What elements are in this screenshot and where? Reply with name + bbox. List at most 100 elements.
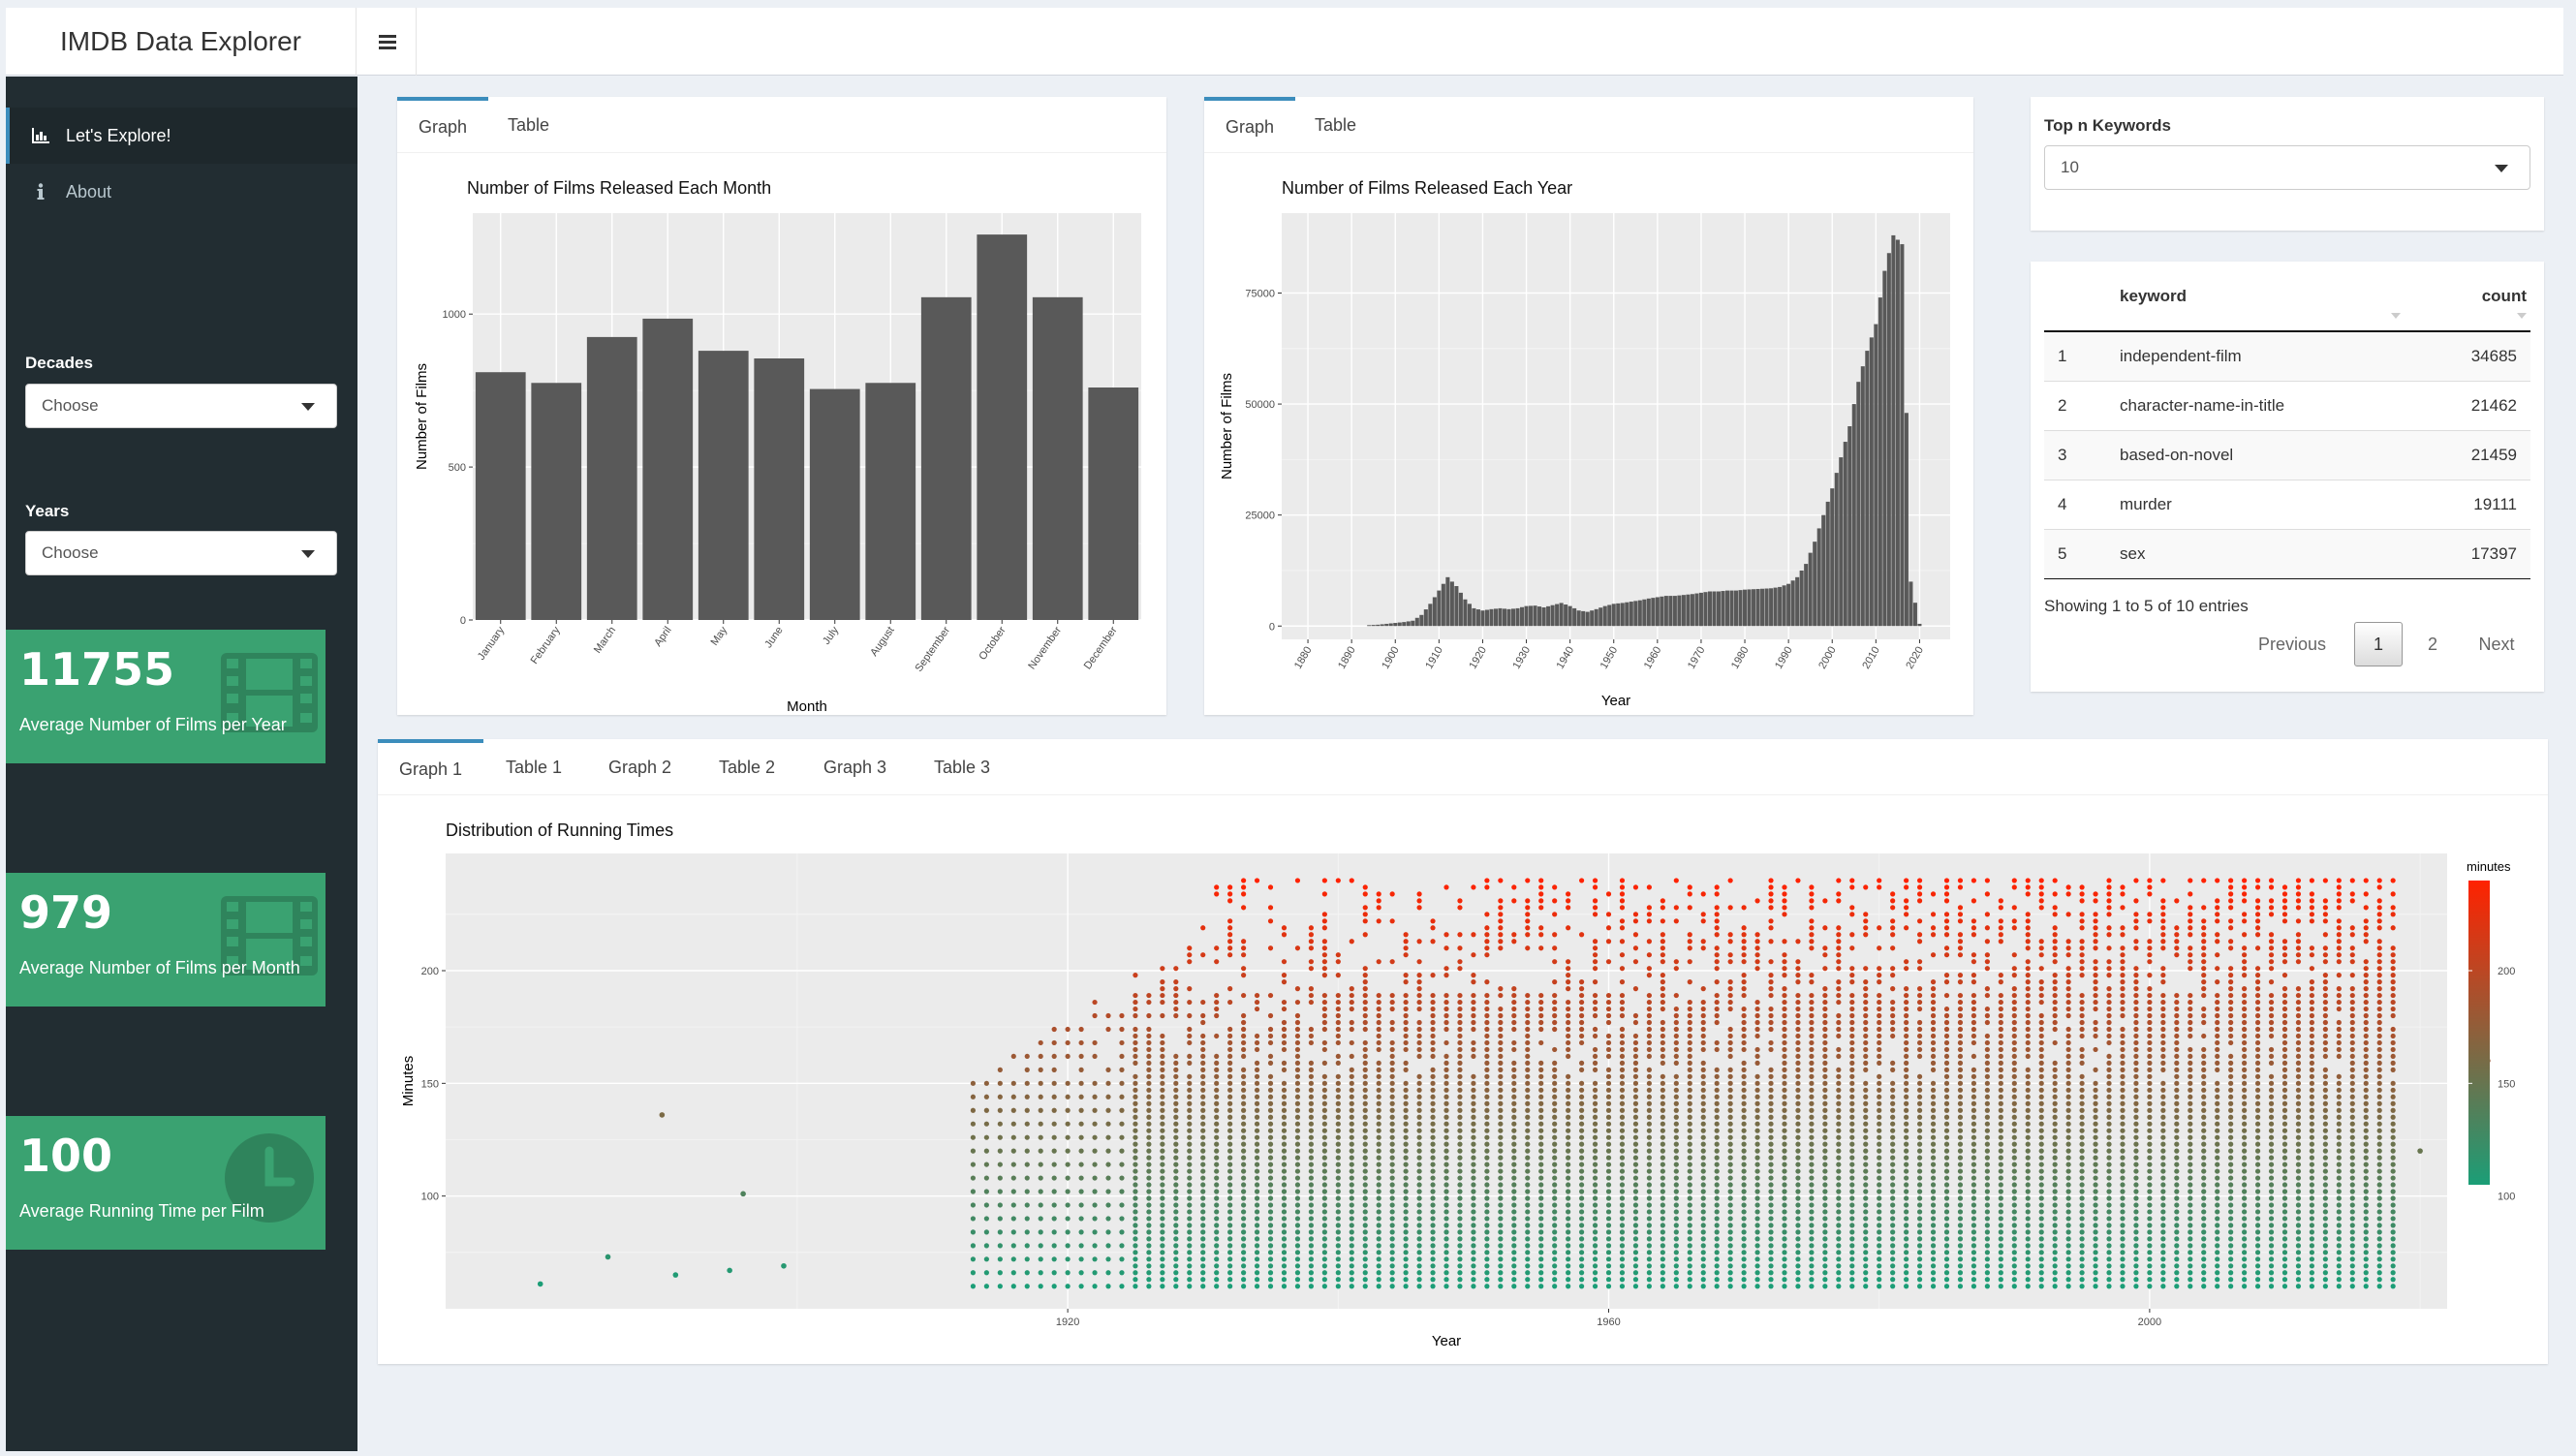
scatter-point: [1457, 932, 1463, 938]
sidebar-item-about[interactable]: About: [6, 164, 357, 220]
sidebar-item-lets-explore[interactable]: Let's Explore!: [6, 108, 357, 164]
table-row[interactable]: 4 murder 19111: [2044, 479, 2530, 529]
scatter-point: [2052, 1263, 2058, 1269]
table-row[interactable]: 3 based-on-novel 21459: [2044, 429, 2530, 480]
scatter-point: [1957, 1053, 1964, 1060]
table-row[interactable]: 1 independent-film 34685: [2044, 330, 2530, 381]
scatter-point: [1646, 1148, 1652, 1154]
scatter-point: [1187, 1114, 1193, 1120]
scatter-point: [2160, 1223, 2166, 1228]
scatter-point: [1836, 1128, 1842, 1133]
scatter-point: [1984, 1209, 1990, 1215]
scatter-point: [2254, 1216, 2261, 1222]
tab-table[interactable]: Table: [508, 114, 550, 135]
scatter-point: [1321, 1046, 1327, 1053]
tab-table-3[interactable]: Table 3: [934, 757, 991, 777]
scatter-point: [1754, 1223, 1760, 1228]
keyword-count-select[interactable]: 10: [2044, 145, 2530, 190]
scatter-point: [2160, 1121, 2166, 1127]
scatter-point: [1863, 1270, 1869, 1276]
scatter-point: [1795, 1155, 1801, 1161]
scatter-point: [1605, 992, 1612, 999]
scatter-point: [1904, 1284, 1909, 1289]
tab-graph[interactable]: Graph: [397, 97, 489, 153]
scatter-point: [1687, 1175, 1692, 1181]
scatter-point: [1904, 925, 1909, 931]
scatter-point: [1552, 1094, 1558, 1100]
keyword-column-header[interactable]: keyword: [2120, 281, 2467, 332]
scatter-point: [1768, 1229, 1774, 1235]
scatter-point: [1592, 939, 1598, 945]
scatter-point: [1727, 1128, 1733, 1133]
scatter-point: [1294, 1033, 1301, 1039]
scatter-point: [1782, 1094, 1787, 1100]
scatter-point: [1700, 1243, 1706, 1249]
scatter-point: [2295, 1243, 2302, 1249]
scatter-point: [2160, 1114, 2166, 1120]
bar: [754, 358, 805, 620]
scatter-point: [2011, 1175, 2017, 1181]
scatter-point: [1727, 1080, 1733, 1086]
scatter-point: [2201, 1053, 2207, 1060]
scatter-point: [2106, 1073, 2112, 1079]
scatter-point: [1904, 1087, 1909, 1093]
scatter-point: [2281, 1270, 2288, 1276]
decades-select[interactable]: Choose: [25, 384, 337, 428]
scatter-point: [2268, 959, 2275, 965]
scatter-point: [2174, 945, 2180, 951]
bar: [1839, 457, 1844, 627]
scatter-point: [1632, 1263, 1639, 1269]
scatter-point: [2038, 1039, 2044, 1046]
scatter-point: [2309, 1236, 2315, 1242]
pagination-previous[interactable]: Previous: [2257, 634, 2327, 654]
tab-graph-2[interactable]: Graph 2: [608, 757, 672, 777]
tab-graph-3[interactable]: Graph 3: [823, 757, 887, 777]
scatter-point: [2188, 1263, 2193, 1269]
scatter-point: [1092, 1256, 1098, 1262]
years-select[interactable]: Choose: [25, 531, 337, 575]
scatter-point: [1416, 1202, 1422, 1208]
scatter-point: [997, 1080, 1003, 1086]
scatter-point: [1200, 1121, 1206, 1127]
scatter-point: [1632, 1155, 1639, 1161]
count-column-header[interactable]: count: [2466, 281, 2530, 332]
tab-table[interactable]: Table: [1315, 114, 1357, 135]
scatter-point: [2295, 1026, 2302, 1033]
scatter-point: [1552, 1087, 1558, 1093]
tab-table-2[interactable]: Table 2: [719, 757, 776, 777]
scatter-point: [1957, 1100, 1964, 1106]
sidebar-toggle-button[interactable]: [358, 8, 417, 76]
scatter-point: [1200, 1243, 1206, 1249]
scatter-point: [1389, 891, 1395, 897]
scatter-point: [2093, 1284, 2098, 1289]
scatter-point: [1578, 1033, 1585, 1039]
pagination-next[interactable]: Next: [2478, 634, 2515, 654]
pagination-page-2[interactable]: 2: [2427, 634, 2437, 654]
app-title[interactable]: IMDB Data Explorer: [6, 8, 357, 76]
scatter-point: [2147, 1019, 2153, 1026]
scatter-point: [1471, 1073, 1476, 1079]
scatter-point: [1700, 1195, 1706, 1201]
scatter-point: [2254, 1189, 2261, 1194]
pagination-page-1[interactable]: 1: [2354, 622, 2403, 666]
scatter-point: [1754, 1236, 1760, 1242]
scatter-point: [1187, 1060, 1193, 1066]
scatter-point: [1877, 1148, 1882, 1154]
scatter-point: [1904, 986, 1909, 992]
scatter-point: [2228, 1223, 2234, 1228]
scatter-point: [1795, 1121, 1801, 1127]
scatter-point: [1822, 1284, 1828, 1289]
tab-graph-1[interactable]: Graph 1: [378, 739, 484, 795]
tab-graph[interactable]: Graph: [1204, 97, 1296, 153]
table-row[interactable]: 5 sex 17397: [2044, 528, 2530, 579]
scatter-point: [2093, 1175, 2098, 1181]
scatter-point: [1890, 1019, 1896, 1026]
scatter-point: [2147, 1195, 2153, 1201]
scatter-point: [1403, 1087, 1409, 1093]
table-row[interactable]: 2 character-name-in-title 21462: [2044, 380, 2530, 430]
tab-table-1[interactable]: Table 1: [506, 757, 563, 777]
scatter-point: [1471, 1195, 1476, 1201]
scatter-point: [1904, 1182, 1909, 1188]
scatter-point: [1673, 1162, 1679, 1167]
scatter-point: [1849, 905, 1855, 911]
